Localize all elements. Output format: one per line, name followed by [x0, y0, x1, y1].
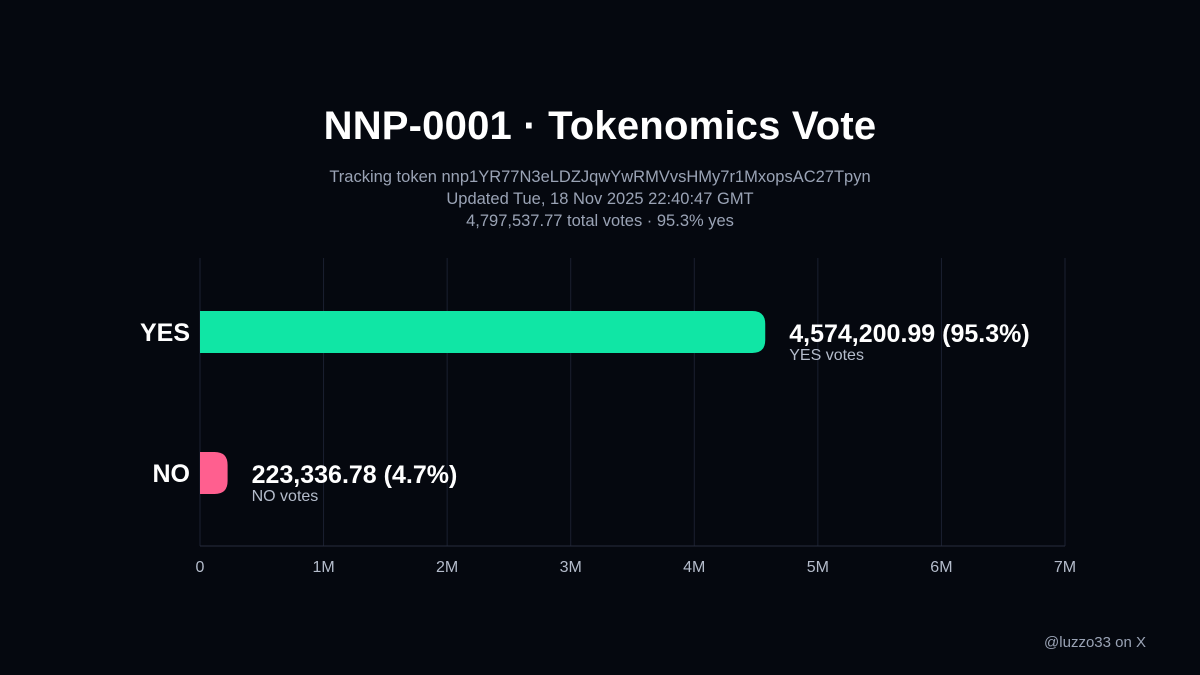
x-tick-label: 6M: [930, 559, 952, 576]
value-sublabel: YES votes: [789, 347, 864, 364]
x-tick-label: 7M: [1054, 559, 1076, 576]
x-tick-label: 2M: [436, 559, 458, 576]
x-tick-label: 1M: [312, 559, 334, 576]
x-tick-label: 4M: [683, 559, 705, 576]
value-label: 223,336.78 (4.7%): [252, 461, 458, 489]
tracking-token-text: Tracking token nnp1YR77N3eLDZJqwYwRMVvsH…: [329, 168, 871, 186]
value-sublabel: NO votes: [252, 488, 319, 505]
bar-no: [200, 452, 228, 494]
vote-summary: 4,797,537.77 total votes · 95.3% yes: [466, 212, 734, 230]
x-tick-label: 0: [196, 559, 205, 576]
category-label: YES: [140, 319, 190, 347]
value-label: 4,574,200.99 (95.3%): [789, 320, 1029, 348]
updated-timestamp: Updated Tue, 18 Nov 2025 22:40:47 GMT: [446, 190, 754, 208]
author-credit: @luzzo33 on X: [1044, 634, 1146, 651]
x-tick-label: 5M: [807, 559, 829, 576]
category-label: NO: [153, 460, 191, 488]
x-tick-label: 3M: [560, 559, 582, 576]
chart-title: NNP-0001 · Tokenomics Vote: [323, 104, 877, 148]
bar-yes: [200, 311, 766, 353]
